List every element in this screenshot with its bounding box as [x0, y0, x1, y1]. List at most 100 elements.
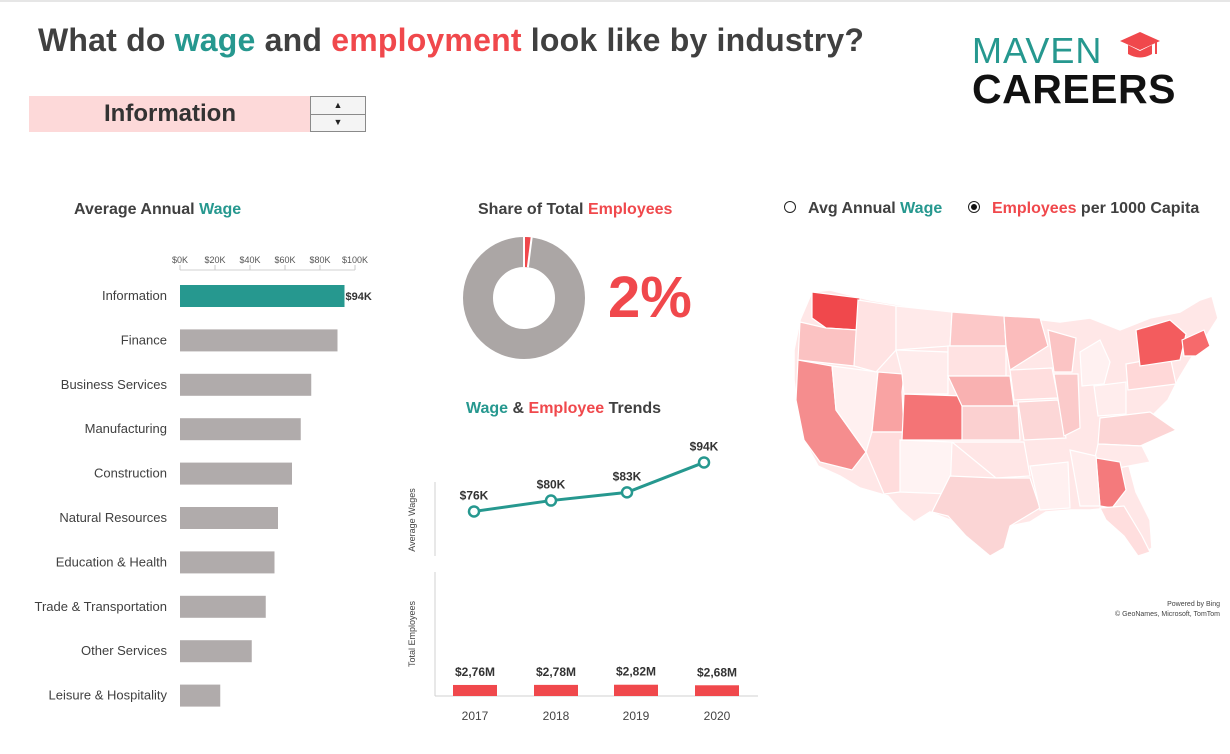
year-tick-label: 2017 [462, 709, 489, 723]
wage-bar [180, 329, 338, 352]
employee-data-label: $2,78M [536, 665, 576, 679]
state-ohio[interactable] [1093, 381, 1127, 417]
state-montana[interactable] [895, 305, 953, 351]
wage-category-label: Information [102, 288, 167, 303]
wage-bar [180, 285, 345, 307]
state-south-dakota[interactable] [947, 345, 1007, 377]
wage-category-label: Natural Resources [59, 510, 167, 525]
employee-data-label: $2,76M [455, 665, 495, 679]
wage-trend-line-chart: Average Wages $76K $80K $83K $94K [407, 439, 719, 556]
employee-bar [695, 685, 739, 696]
wage-bar [180, 373, 312, 396]
wage-category-label: Other Services [81, 643, 167, 658]
year-tick-label: 2020 [704, 709, 731, 723]
emp-y-axis-title: Total Employees [407, 600, 417, 667]
wage-category-label: Finance [121, 332, 167, 347]
logo-top-text: MAVEN [972, 30, 1103, 71]
state-new-mexico[interactable] [899, 439, 953, 495]
donut-separator [526, 237, 533, 268]
wage-trend-label: $94K [690, 439, 719, 453]
average-wage-bar-chart: $0K $20K $40K $60K $80K $100K Information $94K F… [35, 255, 372, 707]
industry-spinner[interactable]: ▲ ▼ [310, 96, 366, 132]
employee-data-label: $2,82M [616, 665, 656, 679]
spinner-down-button[interactable]: ▼ [311, 114, 365, 131]
wage-bar [180, 640, 252, 663]
wage-trend-point [467, 505, 481, 518]
wage-category-label: Business Services [61, 377, 168, 392]
wage-trend-label: $76K [460, 488, 489, 502]
wage-x-tick-label: $0K [172, 255, 188, 265]
wage-x-tick-label: $20K [204, 255, 225, 265]
wage-trend-label: $80K [537, 478, 566, 492]
employee-bar [614, 684, 658, 696]
wage-x-tick-label: $100K [342, 255, 368, 265]
graduation-cap-icon [1120, 32, 1160, 58]
industry-selector[interactable]: Information [29, 96, 311, 132]
employee-bar [453, 684, 497, 696]
triangle-up-icon: ▲ [333, 100, 343, 110]
maven-careers-logo: MAVEN CAREERS [972, 26, 1192, 116]
state-alabama[interactable] [1069, 449, 1101, 507]
spinner-up-button[interactable]: ▲ [311, 97, 365, 115]
us-state-map[interactable] [793, 289, 1219, 558]
year-tick-label: 2018 [543, 709, 570, 723]
wage-bar [180, 507, 278, 529]
wage-trend-point [697, 456, 711, 469]
wage-trend-label: $83K [613, 469, 642, 483]
industry-selector-value: Information [104, 100, 236, 127]
state-kansas[interactable] [961, 405, 1021, 441]
logo-bottom-text: CAREERS [972, 66, 1176, 112]
state-illinois[interactable] [1053, 373, 1081, 437]
state-louisiana-mississippi[interactable] [1029, 461, 1071, 511]
employee-trend-bar-chart: Total Employees $2,76M 2017 $2,78M 2018 $2,82… [407, 572, 758, 723]
state-massachusetts[interactable] [1181, 329, 1211, 357]
wage-bar [180, 551, 275, 574]
state-colorado[interactable] [901, 393, 965, 441]
wage-category-label: Manufacturing [85, 421, 167, 436]
page-title: What do wage and employment look like by… [38, 22, 865, 58]
trends-chart-title: Wage & Employee Trends [466, 400, 662, 417]
wage-x-tick-label: $60K [274, 255, 295, 265]
employee-data-label: $2,68M [697, 665, 737, 679]
wage-bar [180, 595, 266, 618]
wage-category-label: Leisure & Hospitality [49, 688, 168, 703]
share-percent-label: 2% [608, 265, 692, 330]
radio-selected-icon[interactable] [968, 201, 980, 214]
state-virginia[interactable] [1097, 411, 1178, 447]
wage-bar [180, 462, 292, 485]
state-north-dakota[interactable] [949, 311, 1007, 347]
year-tick-label: 2019 [623, 709, 650, 723]
line-y-axis-title: Average Wages [407, 488, 417, 552]
wage-trend-line [473, 461, 705, 513]
state-florida[interactable] [1099, 505, 1151, 557]
wage-category-label: Education & Health [56, 554, 167, 569]
share-chart-title: Share of Total Employees [478, 201, 673, 218]
state-utah[interactable] [871, 371, 905, 433]
state-michigan[interactable] [1079, 339, 1111, 387]
title-employment-word: employment [331, 22, 522, 58]
state-arizona[interactable] [865, 431, 905, 495]
wage-category-label: Trade & Transportation [35, 599, 167, 614]
state-wyoming[interactable] [895, 349, 949, 395]
state-idaho[interactable] [853, 299, 897, 373]
radio-avg-wage[interactable]: Avg Annual Wage [784, 200, 942, 218]
wage-trend-point [620, 486, 634, 499]
wage-x-tick-label: $80K [309, 255, 330, 265]
state-wisconsin[interactable] [1047, 329, 1077, 373]
radio-employees-per-capita[interactable]: Employees per 1000 Capita [968, 200, 1199, 218]
wage-bar [180, 418, 301, 441]
state-minnesota[interactable] [1003, 315, 1049, 371]
employee-bar [534, 684, 578, 696]
state-oklahoma[interactable] [950, 441, 1031, 479]
top-border [0, 0, 1230, 2]
state-iowa[interactable] [1009, 367, 1059, 401]
radio-circle-icon[interactable] [784, 201, 796, 214]
wage-data-label: $94K [346, 291, 372, 303]
state-texas[interactable] [931, 475, 1041, 557]
wage-chart-title: Average Annual Wage [74, 201, 242, 218]
title-wage-word: wage [174, 22, 256, 58]
state-missouri[interactable] [1017, 399, 1067, 441]
share-donut-chart [463, 237, 585, 359]
triangle-down-icon: ▼ [333, 117, 343, 127]
